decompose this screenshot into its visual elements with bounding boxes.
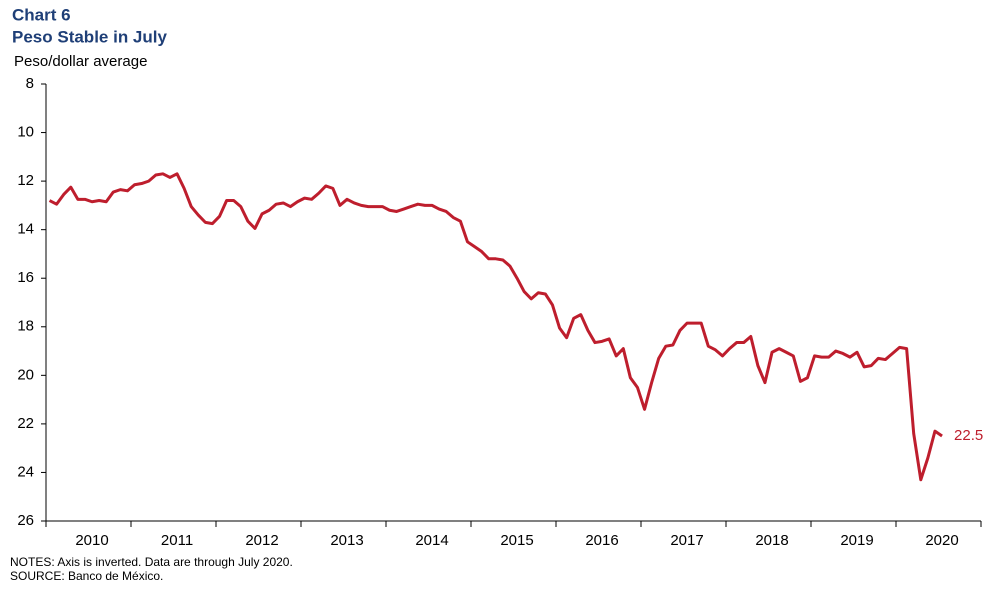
y-tick-label: 18: [17, 318, 34, 335]
x-tick-label: 2013: [330, 532, 363, 549]
y-tick-label: 12: [17, 172, 34, 189]
x-tick-label: 2017: [670, 532, 703, 549]
x-tick-label: 2018: [755, 532, 788, 549]
x-tick-label: 2020: [925, 532, 958, 549]
chart-title: Chart 6: [12, 5, 71, 24]
data-label: 22.5: [954, 427, 983, 444]
x-tick-label: 2016: [585, 532, 618, 549]
x-tick-label: 2019: [840, 532, 873, 549]
y-tick-label: 14: [17, 221, 34, 238]
y-tick-label: 24: [17, 463, 34, 480]
chart-subtitle: Peso Stable in July: [12, 27, 167, 46]
y-tick-label: 16: [17, 269, 34, 286]
y-axis-label: Peso/dollar average: [14, 53, 147, 70]
x-tick-label: 2012: [245, 532, 278, 549]
note: NOTES: Axis is inverted. Data are throug…: [10, 555, 293, 569]
x-tick-label: 2015: [500, 532, 533, 549]
y-tick-label: 22: [17, 415, 34, 432]
line: [48, 172, 943, 482]
y-tick-label: 10: [17, 124, 34, 141]
note: SOURCE: Banco de México.: [10, 569, 163, 583]
x-tick-label: 2014: [415, 532, 448, 549]
y-tick-label: 8: [26, 75, 34, 92]
y-tick-label: 20: [17, 366, 34, 383]
y-tick-label: 26: [17, 512, 34, 529]
x-tick-label: 2010: [75, 532, 108, 549]
x-tick-label: 2011: [161, 532, 193, 549]
